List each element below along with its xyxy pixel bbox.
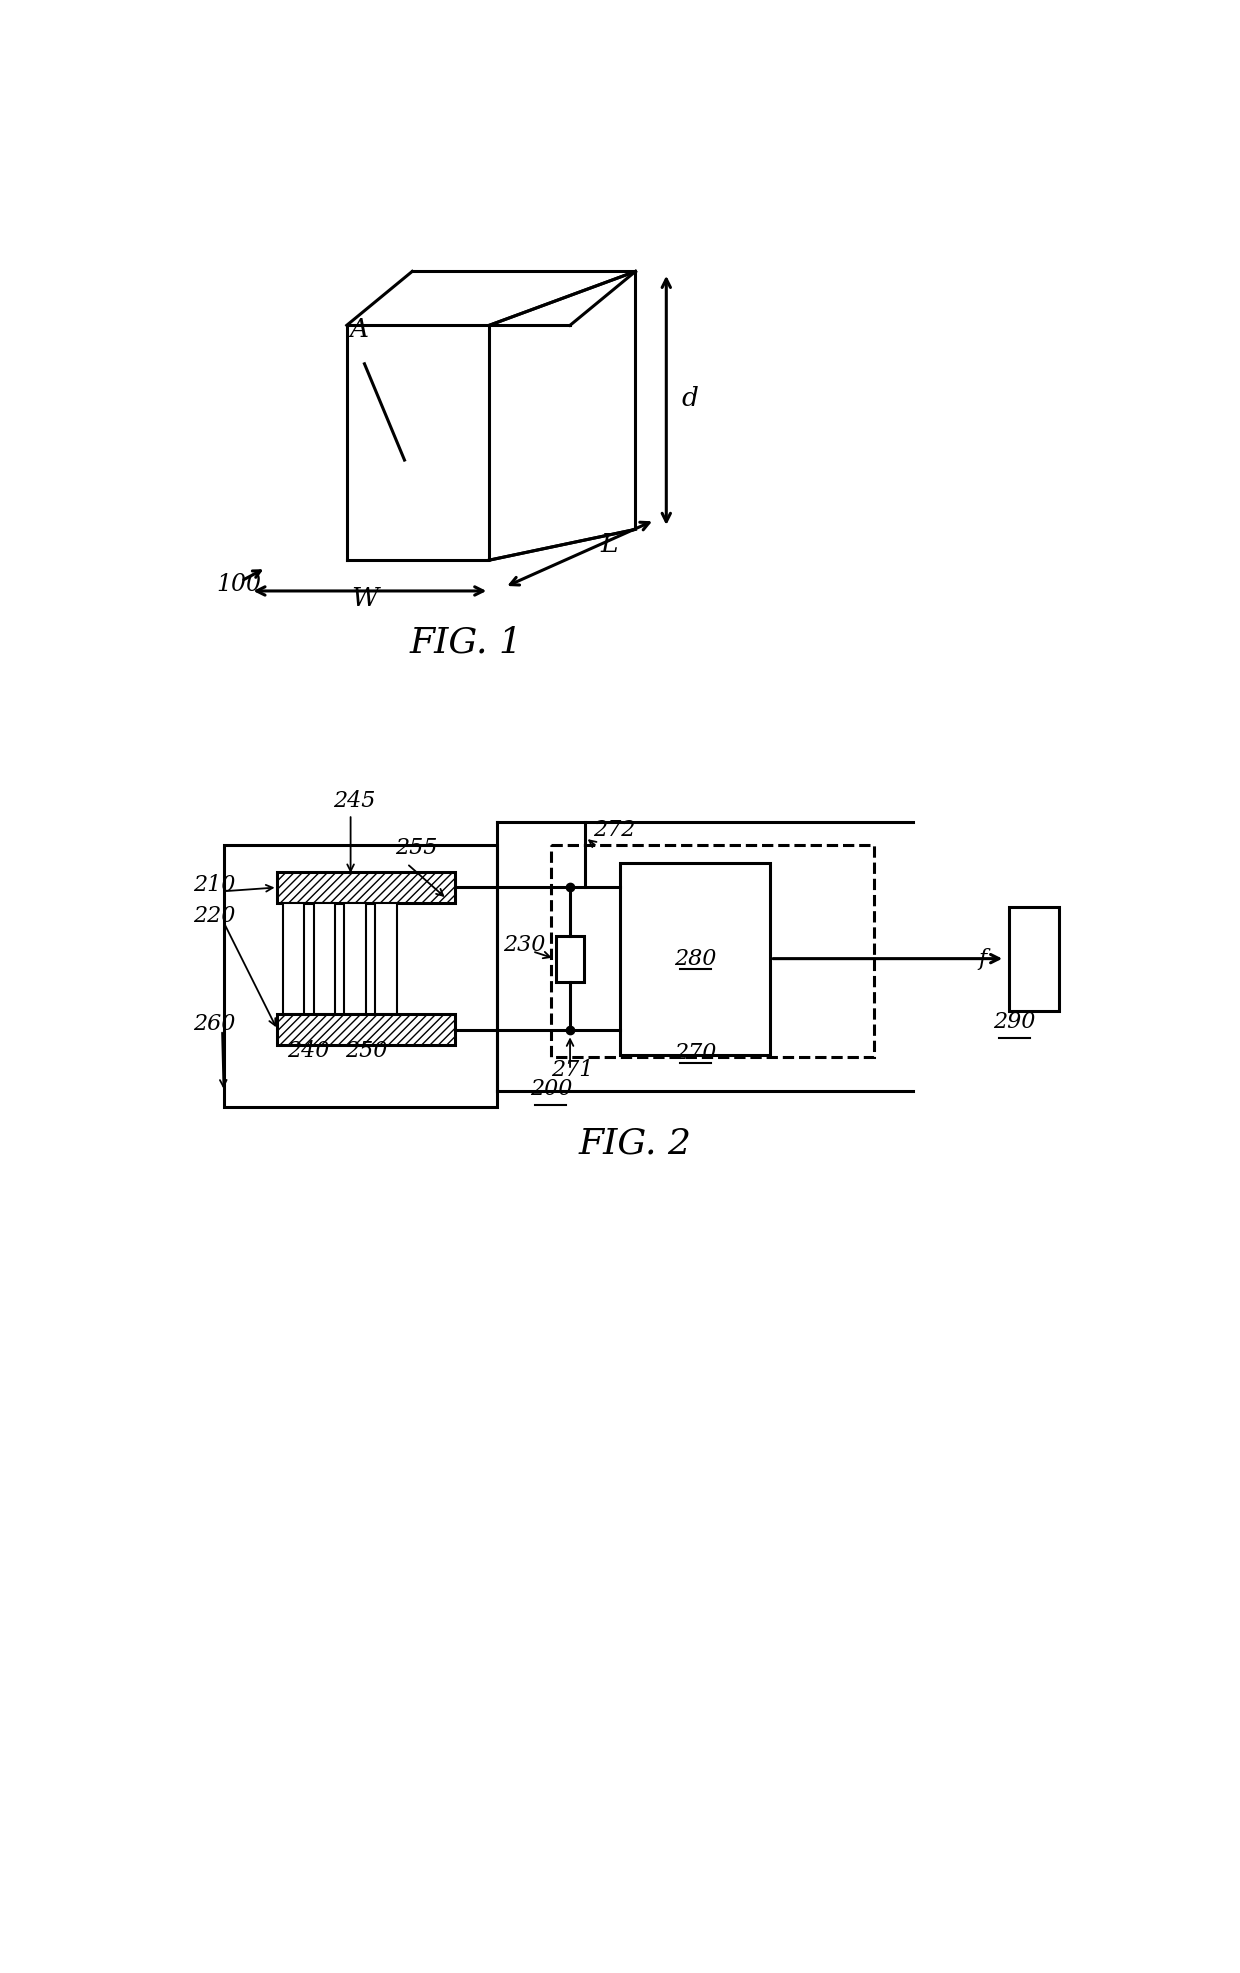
Text: d: d xyxy=(682,387,698,410)
Text: f: f xyxy=(978,947,986,969)
Text: L: L xyxy=(601,533,619,558)
Text: 290: 290 xyxy=(993,1010,1035,1034)
Text: A: A xyxy=(350,318,368,341)
Text: 230: 230 xyxy=(503,935,546,957)
Bar xyxy=(345,904,366,1014)
Text: 270: 270 xyxy=(675,1042,717,1063)
Bar xyxy=(376,904,397,1014)
Text: 250: 250 xyxy=(345,1040,388,1061)
Bar xyxy=(314,904,335,1014)
Text: 240: 240 xyxy=(288,1040,330,1061)
Text: 280: 280 xyxy=(675,947,717,969)
Bar xyxy=(620,862,770,1054)
Bar xyxy=(278,872,455,904)
Bar xyxy=(551,844,874,1058)
Text: 210: 210 xyxy=(192,874,236,896)
Text: 271: 271 xyxy=(551,1060,594,1081)
Text: 272: 272 xyxy=(593,819,636,840)
Text: 260: 260 xyxy=(192,1012,236,1036)
Text: 245: 245 xyxy=(334,789,376,811)
Bar xyxy=(557,935,584,983)
Bar xyxy=(283,904,304,1014)
Bar xyxy=(223,844,497,1107)
Bar xyxy=(1009,908,1059,1010)
Text: FIG. 1: FIG. 1 xyxy=(409,625,522,659)
Text: 220: 220 xyxy=(192,906,236,927)
Text: W: W xyxy=(351,586,378,612)
Text: 255: 255 xyxy=(396,837,438,860)
Bar xyxy=(278,1014,455,1046)
Text: 100: 100 xyxy=(216,572,260,596)
Text: FIG. 2: FIG. 2 xyxy=(579,1127,692,1160)
Text: 200: 200 xyxy=(529,1079,572,1101)
